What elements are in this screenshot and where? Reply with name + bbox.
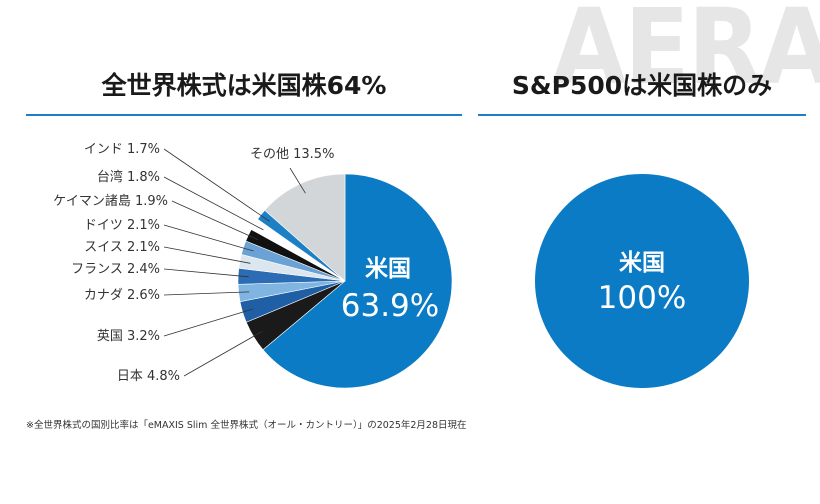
- leader-line-slice-1: [183, 330, 263, 377]
- leader-line-slice-3: [163, 291, 250, 296]
- pie-slice-slice-0: [262, 173, 453, 389]
- leader-line-slice-9: [163, 148, 270, 222]
- right-title-rule: [478, 114, 806, 116]
- slice-label-slice-9: インド 1.7%: [84, 142, 160, 157]
- slice-label-slice-10: その他 13.5%: [250, 147, 334, 162]
- left-main-label-value: 63.9%: [341, 288, 439, 324]
- leader-line-slice-5: [163, 246, 251, 264]
- slice-label-slice-6: ドイツ 2.1%: [84, 218, 160, 233]
- slice-label-slice-3: カナダ 2.6%: [84, 288, 160, 303]
- left-title-rule: [26, 114, 462, 116]
- slice-label-slice-8: 台湾 1.8%: [97, 169, 160, 185]
- slice-label-slice-2: 英国 3.2%: [97, 329, 160, 344]
- slice-label-slice-4: フランス 2.4%: [71, 262, 160, 277]
- leader-line-slice-4: [163, 268, 249, 278]
- slice-label-slice-7: ケイマン諸島 1.9%: [53, 193, 168, 209]
- aera-watermark: AERA: [552, 0, 820, 108]
- right-main-label-name: 米国: [619, 250, 665, 276]
- leader-line-slice-8: [163, 176, 264, 231]
- right-main-label-value: 100%: [598, 280, 687, 316]
- left-main-label-name: 米国: [365, 256, 411, 282]
- left-chart-title: 全世界株式は米国株64%: [101, 71, 387, 100]
- leader-line-slice-6: [163, 224, 254, 252]
- footnote: ※全世界株式の国別比率は「eMAXIS Slim 全世界株式（オール・カントリー…: [26, 420, 467, 431]
- right-chart-title: S&P500は米国株のみ: [511, 71, 773, 100]
- leader-line-slice-2: [163, 308, 254, 337]
- pie-slice-slice-10: [264, 173, 346, 282]
- slice-label-slice-1: 日本 4.8%: [117, 369, 180, 384]
- leader-line-slice-10: [289, 167, 306, 194]
- leader-line-slice-7: [171, 200, 259, 241]
- slice-label-slice-5: スイス 2.1%: [84, 240, 160, 255]
- right-pie-circle: [535, 174, 749, 388]
